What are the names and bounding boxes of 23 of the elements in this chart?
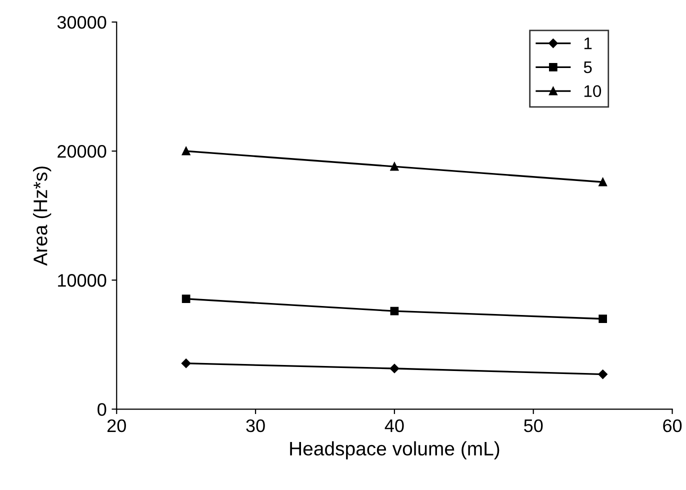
point bbox=[181, 358, 191, 368]
point bbox=[182, 294, 190, 303]
x-axis-title: Headspace volume (mL) bbox=[290, 441, 500, 460]
legend-label: 10 bbox=[584, 85, 602, 98]
point bbox=[390, 364, 400, 374]
x-tick-label: 40 bbox=[384, 419, 404, 432]
y-tick-label: 30000 bbox=[57, 16, 106, 29]
x-tick-label: 60 bbox=[663, 419, 682, 432]
legend-label: 5 bbox=[584, 62, 592, 74]
y-tick-label: 10000 bbox=[58, 274, 106, 287]
y-axis-title: Area (Hz*s) bbox=[33, 166, 52, 266]
point bbox=[390, 162, 399, 171]
legend-label: 1 bbox=[584, 38, 592, 50]
x-tick-label: 20 bbox=[107, 419, 126, 432]
point bbox=[598, 314, 607, 323]
point bbox=[598, 178, 607, 186]
point bbox=[390, 306, 399, 316]
x-tick-label: 50 bbox=[524, 419, 543, 432]
y-tick-label: 20000 bbox=[58, 145, 106, 158]
y-tick-label: 0 bbox=[98, 403, 106, 416]
x-tick-label: 30 bbox=[246, 419, 265, 432]
point bbox=[182, 146, 190, 156]
point bbox=[598, 370, 608, 379]
